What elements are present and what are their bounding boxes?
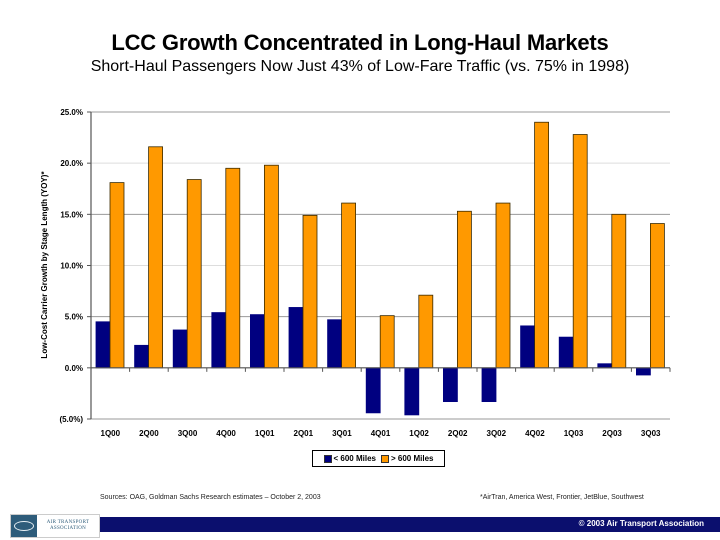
y-tick-label: (5.0%) (59, 415, 83, 424)
bar-short-haul-2q03 (597, 363, 613, 369)
footer-bar (100, 517, 720, 532)
bar-short-haul-2q00 (134, 344, 150, 369)
legend-item-long-haul: > 600 Miles (381, 454, 433, 463)
carrier-footnote: *AirTran, America West, Frontier, JetBlu… (480, 494, 644, 501)
chart-subtitle: Short-Haul Passengers Now Just 43% of Lo… (90, 58, 630, 75)
copyright: © 2003 Air Transport Association (578, 519, 704, 528)
x-tick-label: 3Q02 (487, 429, 507, 438)
bar-short-haul-1q02 (404, 367, 420, 416)
bar-long-haul-2q00 (148, 146, 164, 369)
x-tick-label: 3Q01 (332, 429, 352, 438)
bar-long-haul-4q00 (225, 167, 241, 369)
y-tick-label: 0.0% (65, 364, 83, 373)
ata-logo: AIR TRANSPORT ASSOCIATION (10, 514, 100, 538)
x-tick-label: 4Q00 (216, 429, 236, 438)
x-tick-label: 1Q01 (255, 429, 275, 438)
bar-short-haul-1q01 (249, 314, 265, 369)
x-tick-label: 3Q03 (641, 429, 661, 438)
bar-short-haul-4q01 (365, 367, 381, 414)
bar-short-haul-3q03 (636, 367, 651, 376)
x-tick-label: 4Q01 (371, 429, 391, 438)
bar-long-haul-4q02 (534, 121, 549, 369)
y-axis-label: Low-Cost Carrier Growth by Stage Length … (40, 171, 49, 359)
logo-text-line1: AIR TRANSPORT (46, 520, 90, 525)
x-tick-label: 1Q02 (409, 429, 429, 438)
chart-title: LCC Growth Concentrated in Long-Haul Mar… (111, 30, 609, 55)
bar-long-haul-2q03 (611, 213, 627, 369)
logo-text-line2: ASSOCIATION (49, 526, 87, 531)
x-tick-label: 2Q03 (602, 429, 622, 438)
bar-long-haul-1q00 (109, 182, 125, 369)
bar-long-haul-1q01 (263, 164, 279, 369)
bar-short-haul-3q00 (172, 329, 188, 369)
y-tick-label: 5.0% (65, 313, 83, 322)
source-note: Sources: OAG, Goldman Sachs Research est… (100, 494, 321, 501)
bar-long-haul-4q01 (379, 315, 395, 369)
legend: < 600 Miles > 600 Miles (312, 450, 445, 467)
bar-short-haul-3q01 (327, 319, 343, 369)
y-tick-label: 25.0% (60, 108, 83, 117)
legend-swatch-short-haul (323, 454, 332, 463)
y-tick-labels: 25.0% 20.0% 15.0% 10.0% 5.0% 0.0% (5.0%) (59, 108, 91, 424)
y-tick-label: 10.0% (60, 262, 83, 271)
x-tick-label: 2Q02 (448, 429, 468, 438)
bar-long-haul-2q02 (456, 210, 472, 369)
bar-short-haul-2q02 (442, 367, 458, 403)
legend-label-long-haul: > 600 Miles (391, 454, 434, 463)
y-tick-label: 15.0% (60, 210, 83, 219)
legend-item-short-haul: < 600 Miles (323, 454, 376, 463)
bar-long-haul-3q00 (186, 179, 202, 369)
bar-short-haul-1q00 (95, 321, 111, 369)
bar-short-haul-1q03 (558, 336, 574, 369)
bar-short-haul-2q01 (288, 307, 304, 369)
bars (95, 121, 665, 416)
bar-long-haul-3q02 (495, 202, 511, 369)
x-tick-label: 2Q01 (294, 429, 314, 438)
bar-long-haul-1q03 (572, 134, 588, 369)
legend-label-short-haul: < 600 Miles (333, 454, 376, 463)
bar-short-haul-4q00 (211, 312, 227, 369)
legend-swatch-long-haul (381, 454, 389, 463)
bar-long-haul-3q03 (650, 223, 665, 369)
logo-mark-icon (11, 515, 37, 537)
bar-short-haul-4q02 (520, 325, 535, 369)
bar-short-haul-3q02 (481, 367, 497, 403)
x-tick-label: 2Q00 (139, 429, 159, 438)
x-tick-label: 4Q02 (525, 429, 545, 438)
bar-long-haul-3q01 (341, 202, 357, 369)
x-tick-label: 1Q00 (101, 429, 121, 438)
y-tick-label: 20.0% (60, 159, 83, 168)
bar-long-haul-2q01 (302, 214, 318, 369)
x-tick-label: 1Q03 (564, 429, 584, 438)
bar-long-haul-1q02 (418, 294, 434, 369)
x-tick-labels: 1Q00 2Q00 3Q00 4Q00 1Q01 2Q01 3Q01 4Q01 1Q02 2Q02… (101, 429, 662, 438)
x-tick-label: 3Q00 (178, 429, 198, 438)
